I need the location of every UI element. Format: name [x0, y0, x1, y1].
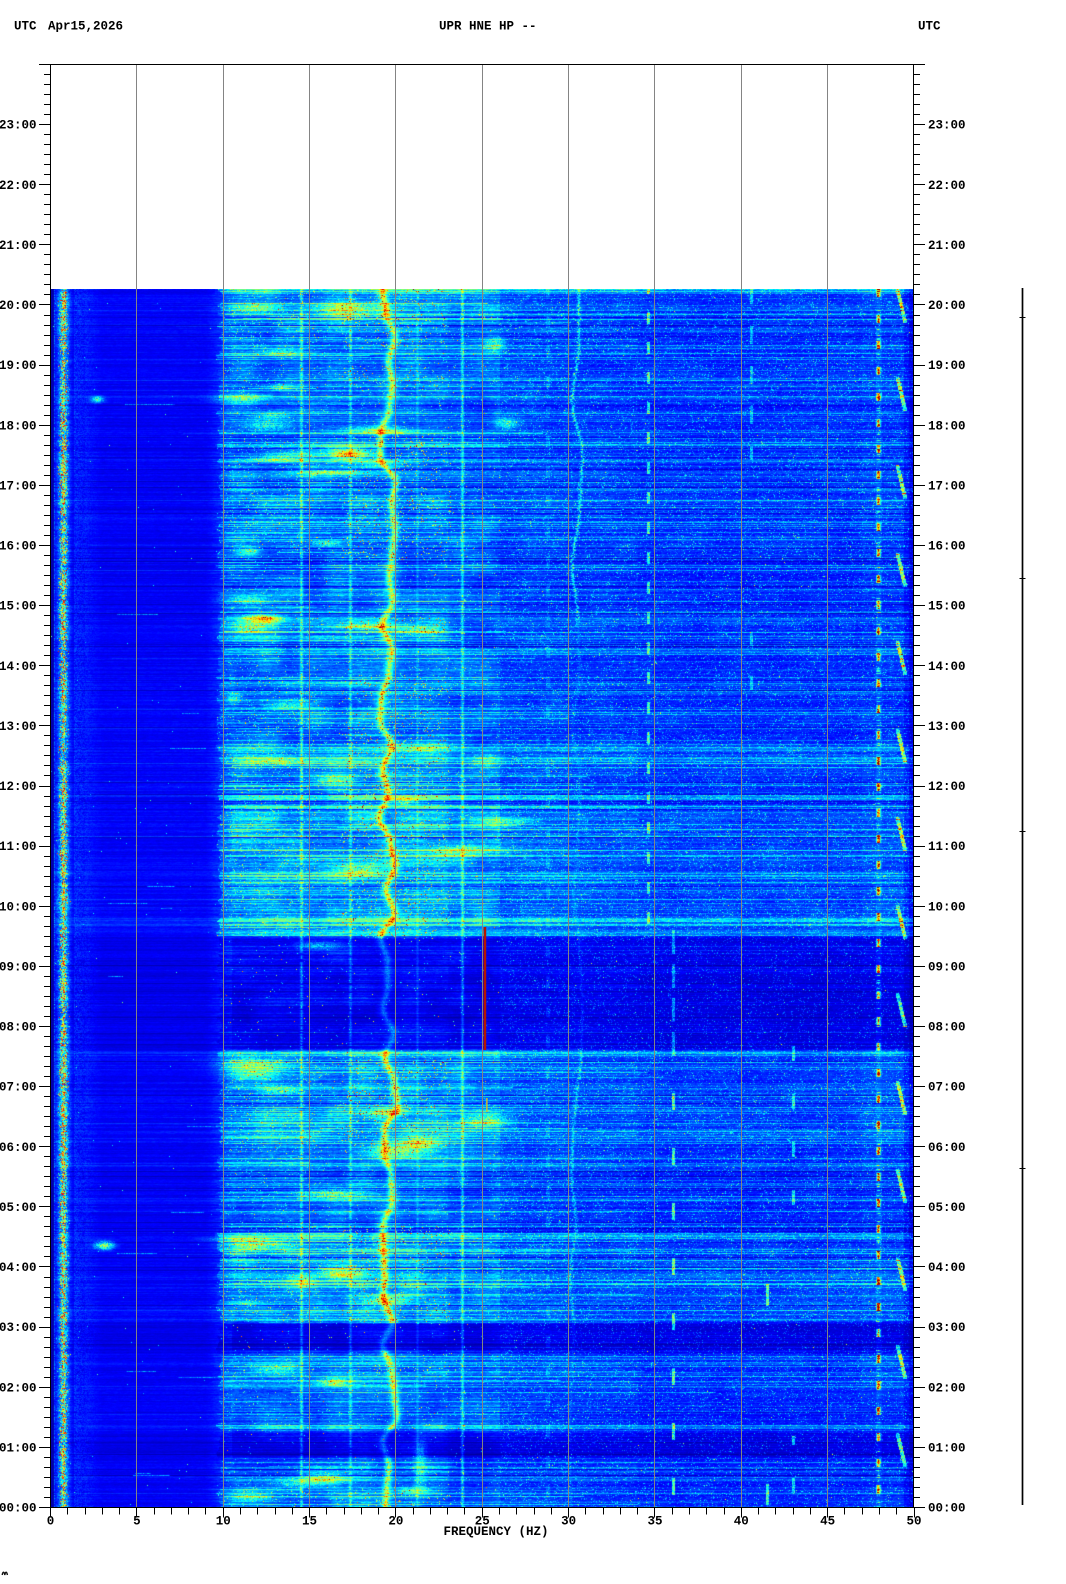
svg-text:22:00: 22:00: [928, 179, 966, 193]
svg-text:30: 30: [561, 1515, 576, 1529]
svg-text:21:00: 21:00: [928, 239, 966, 253]
svg-text:05:00: 05:00: [928, 1201, 966, 1215]
svg-text:UTC: UTC: [918, 20, 941, 34]
svg-text:06:00: 06:00: [928, 1141, 966, 1155]
svg-text:04:00: 04:00: [0, 1261, 37, 1275]
svg-text:02:00: 02:00: [928, 1381, 966, 1395]
svg-text:04:00: 04:00: [928, 1261, 966, 1275]
svg-text:20:00: 20:00: [928, 299, 966, 313]
svg-text:11:00: 11:00: [928, 840, 966, 854]
svg-text:07:00: 07:00: [0, 1081, 37, 1095]
svg-text:10:00: 10:00: [0, 900, 37, 914]
svg-text:19:00: 19:00: [0, 359, 37, 373]
svg-text:18:00: 18:00: [928, 419, 966, 433]
svg-text:15:00: 15:00: [0, 600, 37, 614]
svg-text:06:00: 06:00: [0, 1141, 37, 1155]
svg-text:12:00: 12:00: [928, 780, 966, 794]
svg-text:Apr15,2026: Apr15,2026: [48, 20, 123, 34]
svg-text:45: 45: [820, 1515, 835, 1529]
svg-text:23:00: 23:00: [928, 119, 966, 133]
svg-text:UTC: UTC: [14, 20, 37, 34]
svg-text:09:00: 09:00: [0, 960, 37, 974]
svg-text:12:00: 12:00: [0, 780, 37, 794]
svg-text:16:00: 16:00: [0, 540, 37, 554]
svg-text:22:00: 22:00: [0, 179, 37, 193]
svg-text:0: 0: [47, 1515, 55, 1529]
svg-text:02:00: 02:00: [0, 1381, 37, 1395]
svg-text:16:00: 16:00: [928, 540, 966, 554]
svg-text:50: 50: [906, 1515, 921, 1529]
svg-text:14:00: 14:00: [928, 660, 966, 674]
svg-text:14:00: 14:00: [0, 660, 37, 674]
svg-text:03:00: 03:00: [928, 1321, 966, 1335]
svg-text:05:00: 05:00: [0, 1201, 37, 1215]
svg-text:13:00: 13:00: [928, 720, 966, 734]
svg-text:19:00: 19:00: [928, 359, 966, 373]
svg-text:17:00: 17:00: [0, 479, 37, 493]
svg-text:15:00: 15:00: [928, 600, 966, 614]
svg-text:21:00: 21:00: [0, 239, 37, 253]
svg-text:08:00: 08:00: [0, 1021, 37, 1035]
svg-text:03:00: 03:00: [0, 1321, 37, 1335]
svg-text:00:00: 00:00: [0, 1502, 37, 1516]
svg-text:09:00: 09:00: [928, 960, 966, 974]
svg-text:01:00: 01:00: [0, 1441, 37, 1455]
svg-text:UPR HNE HP --: UPR HNE HP --: [439, 20, 537, 34]
svg-text:35: 35: [647, 1515, 662, 1529]
svg-text:5: 5: [133, 1515, 141, 1529]
svg-text:10:00: 10:00: [928, 900, 966, 914]
svg-text:01:00: 01:00: [928, 1441, 966, 1455]
svg-text:20: 20: [388, 1515, 403, 1529]
svg-text:13:00: 13:00: [0, 720, 37, 734]
svg-text:11:00: 11:00: [0, 840, 37, 854]
svg-text:25: 25: [475, 1515, 490, 1529]
svg-text:FREQUENCY (HZ): FREQUENCY (HZ): [443, 1525, 548, 1539]
svg-text:08:00: 08:00: [928, 1021, 966, 1035]
svg-text:20:00: 20:00: [0, 299, 37, 313]
svg-text:10: 10: [216, 1515, 231, 1529]
svg-text:23:00: 23:00: [0, 119, 37, 133]
svg-text:17:00: 17:00: [928, 479, 966, 493]
svg-text:00:00: 00:00: [928, 1502, 966, 1516]
svg-text:07:00: 07:00: [928, 1081, 966, 1095]
svg-text:40: 40: [734, 1515, 749, 1529]
svg-text:15: 15: [302, 1515, 317, 1529]
svg-text:18:00: 18:00: [0, 419, 37, 433]
